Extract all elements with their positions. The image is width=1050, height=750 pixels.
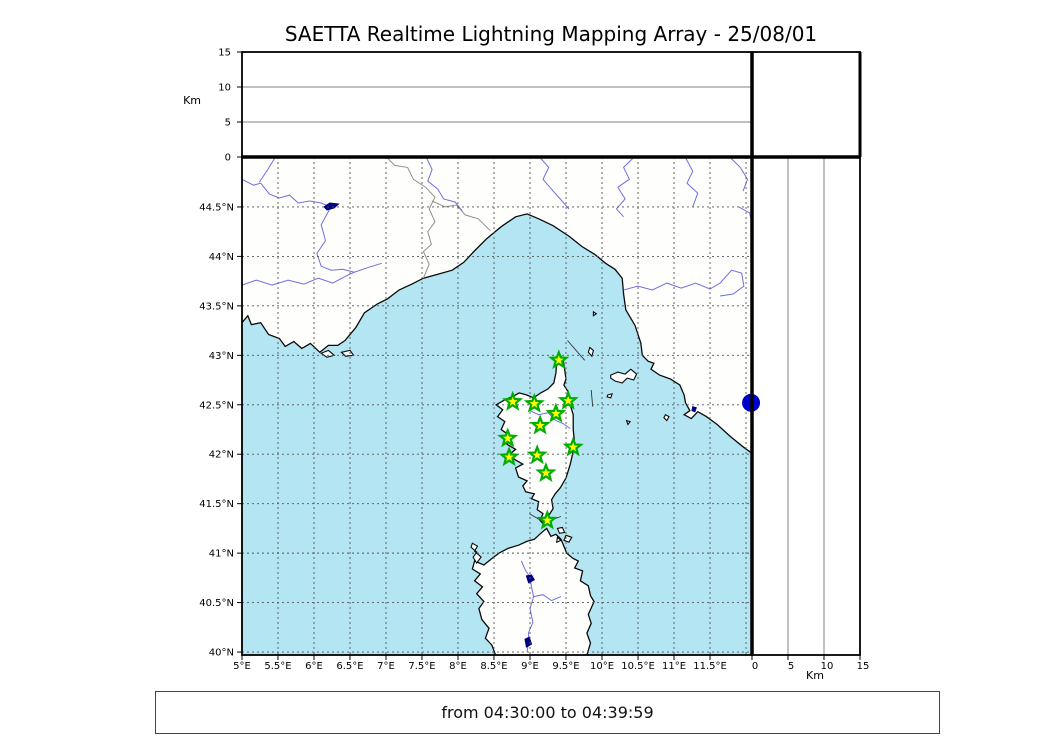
- station-star: [562, 436, 584, 457]
- island: [587, 346, 595, 358]
- alt-tick-label: 10: [218, 83, 231, 94]
- station-star: [548, 349, 570, 370]
- map-panel: [242, 157, 752, 655]
- lon-tick-label: 8°E: [449, 661, 467, 672]
- lat-tick-label: 44.5°N: [199, 202, 234, 213]
- island: [625, 419, 632, 426]
- lat-tick-label: 43°N: [209, 351, 234, 362]
- lon-tick-label: 5°E: [233, 661, 251, 672]
- figure-title: SAETTA Realtime Lightning Mapping Array …: [284, 22, 818, 46]
- mainland-land: [242, 157, 752, 454]
- island: [320, 349, 336, 358]
- lon-tick-label: 10°E: [590, 661, 614, 672]
- time-window-box: from 04:30:00 to 04:39:59: [155, 691, 940, 734]
- lon-tick-label: 6.5°E: [336, 661, 363, 672]
- river: [258, 157, 276, 183]
- station-star: [502, 390, 524, 411]
- lon-tick-label: 7°E: [377, 661, 395, 672]
- km-axis-label-left: Km: [183, 94, 201, 107]
- river: [533, 594, 562, 602]
- time-window-text: from 04:30:00 to 04:39:59: [441, 703, 654, 722]
- lat-tick-label: 40°N: [209, 648, 234, 659]
- lon-tick-label: 11°E: [662, 661, 686, 672]
- lat-tick-label: 41.5°N: [199, 499, 234, 510]
- corsica: [495, 353, 576, 527]
- island: [556, 536, 563, 544]
- station-star: [535, 461, 557, 483]
- river: [425, 157, 463, 212]
- alt-tick-label: 5: [225, 118, 231, 129]
- country-border: [431, 200, 491, 232]
- station-star: [498, 446, 520, 467]
- river: [615, 157, 635, 218]
- island: [470, 542, 482, 564]
- lon-tick-label: 11.5°E: [693, 661, 727, 672]
- country-border: [385, 157, 436, 279]
- island: [592, 310, 598, 317]
- river: [242, 178, 329, 207]
- lat-tick-label: 40.5°N: [199, 598, 234, 609]
- lat-tick-label: 42°N: [209, 450, 234, 461]
- lake: [691, 406, 697, 413]
- alt-tick-label: 15: [857, 661, 870, 672]
- lake: [524, 636, 533, 648]
- alt-tick-label: 5: [788, 661, 794, 672]
- river: [316, 208, 382, 273]
- river: [685, 157, 699, 208]
- island: [556, 526, 566, 534]
- station-star: [497, 427, 519, 448]
- lake: [323, 202, 340, 211]
- island: [663, 413, 670, 422]
- mainland-coastline: [242, 213, 752, 455]
- lon-tick-label: 8.5°E: [480, 661, 507, 672]
- island: [610, 368, 638, 384]
- station-star: [526, 444, 548, 465]
- island: [606, 393, 613, 399]
- lon-tick-label: 7.5°E: [408, 661, 435, 672]
- lat-tick-label: 43.5°N: [199, 301, 234, 312]
- altitude-lon-panel: [242, 52, 752, 157]
- station-star: [536, 509, 558, 530]
- alt-tick-label: 15: [218, 48, 231, 59]
- lat-tick-label: 44°N: [209, 252, 234, 263]
- lon-tick-label: 9°E: [521, 661, 539, 672]
- river: [729, 157, 749, 192]
- lat-tick-label: 41°N: [209, 549, 234, 560]
- lon-tick-label: 5.5°E: [264, 661, 291, 672]
- station-star: [557, 389, 579, 410]
- corner-panel: [752, 52, 860, 157]
- map-line: [567, 340, 586, 361]
- station-star: [523, 392, 545, 413]
- map-gridlines: [242, 157, 752, 655]
- lon-tick-label: 9.5°E: [552, 661, 579, 672]
- alt-tick-label: 0: [752, 661, 758, 672]
- lon-tick-label: 10.5°E: [621, 661, 655, 672]
- map-line: [590, 389, 594, 407]
- alt-tick-label: 0: [225, 153, 231, 164]
- altitude-lat-panel: [752, 157, 860, 655]
- river: [242, 271, 355, 286]
- km-axis-label-bottom: Km: [806, 669, 824, 682]
- river: [520, 560, 535, 653]
- lat-tick-label: 42.5°N: [199, 400, 234, 411]
- alt-tick-label: 10: [821, 661, 834, 672]
- station-markers: [497, 349, 584, 530]
- station-star: [545, 402, 567, 423]
- station-star: [529, 414, 551, 435]
- river: [539, 157, 570, 210]
- lon-tick-label: 6°E: [305, 661, 323, 672]
